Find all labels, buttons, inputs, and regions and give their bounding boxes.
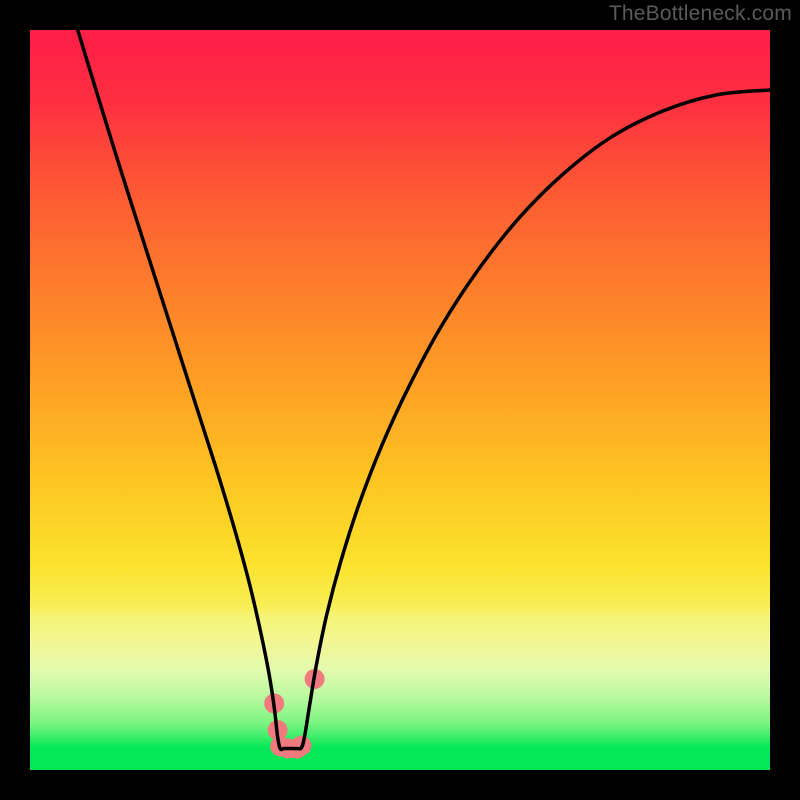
curve-svg bbox=[30, 30, 770, 770]
bottleneck-curve bbox=[78, 30, 770, 749]
chart-frame: TheBottleneck.com bbox=[0, 0, 800, 800]
plot-area bbox=[30, 30, 770, 770]
watermark-text: TheBottleneck.com bbox=[609, 2, 792, 26]
